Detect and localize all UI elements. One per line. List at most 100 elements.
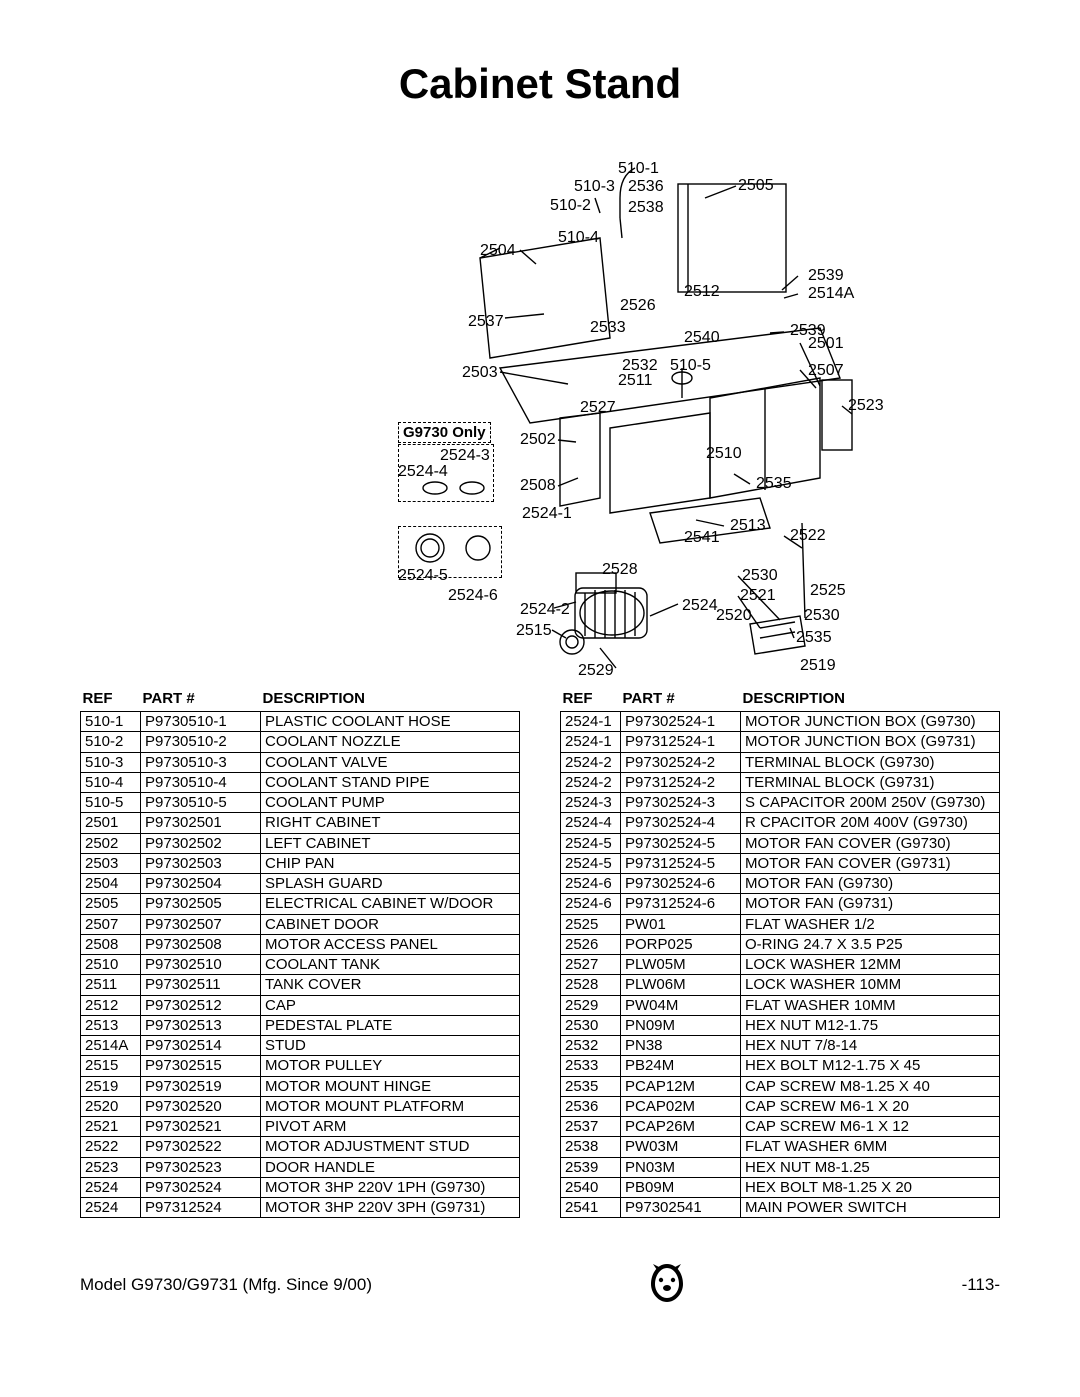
- table-row: 2511P97302511TANK COVER: [81, 975, 520, 995]
- table-cell: P97302512: [141, 995, 261, 1015]
- table-cell: MOTOR JUNCTION BOX (G9730): [741, 712, 1000, 732]
- table-cell: S CAPACITOR 200M 250V (G9730): [741, 793, 1000, 813]
- table-cell: P97302524-1: [621, 712, 741, 732]
- table-cell: 2504: [81, 874, 141, 894]
- callout-label: 2535: [796, 630, 832, 646]
- table-row: 2514AP97302514STUD: [81, 1036, 520, 1056]
- callout-label: 2507: [808, 363, 844, 379]
- table-cell: PW01: [621, 914, 741, 934]
- callout-label: 2524-6: [448, 588, 498, 604]
- table-cell: P97312524-5: [621, 853, 741, 873]
- th-ref: REF: [81, 688, 141, 712]
- table-row: 2521P97302521PIVOT ARM: [81, 1117, 520, 1137]
- table-cell: PN03M: [621, 1157, 741, 1177]
- table-cell: PW04M: [621, 995, 741, 1015]
- table-cell: CAP SCREW M6-1 X 20: [741, 1096, 1000, 1116]
- table-cell: PN09M: [621, 1015, 741, 1035]
- table-row: 2504P97302504SPLASH GUARD: [81, 874, 520, 894]
- callout-label: 2521: [740, 588, 776, 604]
- grizzly-logo-icon: [643, 1258, 691, 1311]
- table-cell: PCAP02M: [621, 1096, 741, 1116]
- table-cell: P97312524-1: [621, 732, 741, 752]
- table-row: 2538PW03MFLAT WASHER 6MM: [561, 1137, 1000, 1157]
- table-cell: 2521: [81, 1117, 141, 1137]
- table-cell: P97302513: [141, 1015, 261, 1035]
- table-row: 510-3P9730510-3COOLANT VALVE: [81, 752, 520, 772]
- callout-label: 510-4: [558, 230, 599, 246]
- table-cell: MOTOR 3HP 220V 3PH (G9731): [261, 1198, 520, 1218]
- table-cell: P97302503: [141, 853, 261, 873]
- table-row: 2502P97302502LEFT CABINET: [81, 833, 520, 853]
- table-row: 2533PB24MHEX BOLT M12-1.75 X 45: [561, 1056, 1000, 1076]
- parts-tables: REF PART # DESCRIPTION 510-1P9730510-1PL…: [80, 688, 1000, 1218]
- parts-table-right: REF PART # DESCRIPTION 2524-1P97302524-1…: [560, 688, 1000, 1218]
- table-cell: MOTOR MOUNT PLATFORM: [261, 1096, 520, 1116]
- table-cell: 2539: [561, 1157, 621, 1177]
- table-row: 2535PCAP12MCAP SCREW M8-1.25 X 40: [561, 1076, 1000, 1096]
- table-cell: TERMINAL BLOCK (G9730): [741, 752, 1000, 772]
- table-cell: MAIN POWER SWITCH: [741, 1198, 1000, 1218]
- table-cell: P97302505: [141, 894, 261, 914]
- table-cell: 2501: [81, 813, 141, 833]
- table-cell: CHIP PAN: [261, 853, 520, 873]
- table-cell: P97302521: [141, 1117, 261, 1137]
- table-cell: LEFT CABINET: [261, 833, 520, 853]
- table-cell: STUD: [261, 1036, 520, 1056]
- table-cell: PLW05M: [621, 955, 741, 975]
- callout-label: 2522: [790, 528, 826, 544]
- table-cell: 2526: [561, 934, 621, 954]
- callout-label: 2541: [684, 530, 720, 546]
- table-cell: MOTOR FAN COVER (G9730): [741, 833, 1000, 853]
- table-cell: MOTOR PULLEY: [261, 1056, 520, 1076]
- diagram-svg: [180, 118, 900, 678]
- th-ref: REF: [561, 688, 621, 712]
- table-row: 2520P97302520MOTOR MOUNT PLATFORM: [81, 1096, 520, 1116]
- table-cell: DOOR HANDLE: [261, 1157, 520, 1177]
- table-cell: 2524-3: [561, 793, 621, 813]
- callout-label: 2524-3: [440, 448, 490, 464]
- th-part: PART #: [141, 688, 261, 712]
- table-row: 2513P97302513PEDESTAL PLATE: [81, 1015, 520, 1035]
- table-cell: HEX NUT M12-1.75: [741, 1015, 1000, 1035]
- table-cell: 2524-6: [561, 874, 621, 894]
- footer-model: Model G9730/G9731 (Mfg. Since 9/00): [80, 1275, 372, 1295]
- callout-label: 2504: [480, 243, 516, 259]
- table-cell: 2502: [81, 833, 141, 853]
- table-cell: PLW06M: [621, 975, 741, 995]
- table-cell: P97302502: [141, 833, 261, 853]
- page-title: Cabinet Stand: [80, 60, 1000, 108]
- table-row: 2526PORP025O-RING 24.7 X 3.5 P25: [561, 934, 1000, 954]
- table-row: 2524-2P97302524-2TERMINAL BLOCK (G9730): [561, 752, 1000, 772]
- table-cell: MOTOR FAN (G9731): [741, 894, 1000, 914]
- table-cell: RIGHT CABINET: [261, 813, 520, 833]
- table-cell: 2505: [81, 894, 141, 914]
- table-cell: COOLANT VALVE: [261, 752, 520, 772]
- table-cell: P97312524-6: [621, 894, 741, 914]
- callout-label: 2520: [716, 608, 752, 624]
- callout-label: 2514A: [808, 286, 854, 302]
- th-part: PART #: [621, 688, 741, 712]
- table-cell: ELECTRICAL CABINET W/DOOR: [261, 894, 520, 914]
- table-row: 2529PW04MFLAT WASHER 10MM: [561, 995, 1000, 1015]
- table-row: 2524-5P97312524-5MOTOR FAN COVER (G9731): [561, 853, 1000, 873]
- table-cell: PLASTIC COOLANT HOSE: [261, 712, 520, 732]
- table-cell: MOTOR 3HP 220V 1PH (G9730): [261, 1177, 520, 1197]
- callout-label: 2524-1: [522, 506, 572, 522]
- table-cell: P97302524-2: [621, 752, 741, 772]
- table-row: 2527PLW05MLOCK WASHER 12MM: [561, 955, 1000, 975]
- table-cell: LOCK WASHER 12MM: [741, 955, 1000, 975]
- table-cell: P97302515: [141, 1056, 261, 1076]
- callout-label: 2528: [602, 562, 638, 578]
- table-row: 2528PLW06MLOCK WASHER 10MM: [561, 975, 1000, 995]
- table-cell: P97302524-4: [621, 813, 741, 833]
- table-cell: SPLASH GUARD: [261, 874, 520, 894]
- callout-label: 2535: [756, 476, 792, 492]
- table-cell: HEX NUT M8-1.25: [741, 1157, 1000, 1177]
- table-row: 2524-6P97302524-6MOTOR FAN (G9730): [561, 874, 1000, 894]
- table-cell: 2529: [561, 995, 621, 1015]
- table-cell: O-RING 24.7 X 3.5 P25: [741, 934, 1000, 954]
- table-cell: R CPACITOR 20M 400V (G9730): [741, 813, 1000, 833]
- callout-label: 2513: [730, 518, 766, 534]
- table-cell: PIVOT ARM: [261, 1117, 520, 1137]
- callout-label: 2529: [578, 663, 614, 679]
